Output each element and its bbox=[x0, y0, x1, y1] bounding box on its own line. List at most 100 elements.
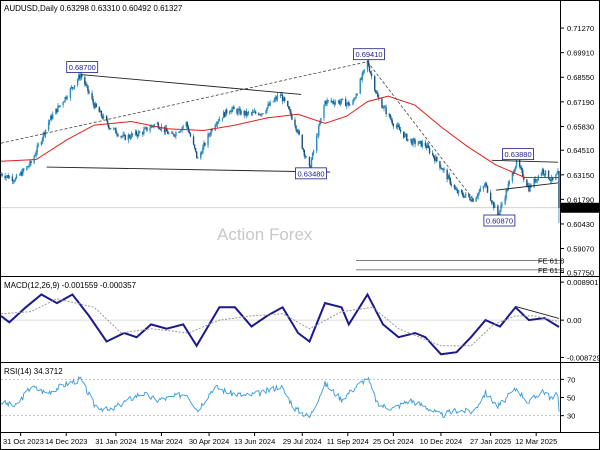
candle-body bbox=[209, 134, 211, 136]
candle-body bbox=[106, 120, 109, 125]
candle bbox=[221, 117, 224, 122]
candle bbox=[214, 123, 216, 132]
candle-body bbox=[291, 115, 293, 120]
candle bbox=[478, 188, 480, 196]
candle bbox=[556, 171, 558, 176]
y-tick-label: 0.64510 bbox=[567, 146, 594, 155]
candle bbox=[34, 152, 36, 157]
candle bbox=[71, 86, 74, 91]
candle bbox=[157, 121, 160, 130]
price-annotation-box bbox=[66, 61, 99, 73]
candle-body bbox=[37, 144, 39, 146]
candle bbox=[236, 108, 238, 116]
candle-body bbox=[361, 73, 363, 80]
candle-body bbox=[478, 191, 480, 194]
candle bbox=[204, 141, 206, 147]
candle-body bbox=[200, 152, 202, 159]
candle bbox=[431, 150, 434, 157]
y-tick-label: 0.60430 bbox=[567, 220, 594, 229]
candle-body bbox=[384, 106, 386, 108]
candle bbox=[258, 112, 260, 116]
candle-body bbox=[129, 137, 132, 139]
candle-body bbox=[460, 190, 463, 193]
candle-body bbox=[558, 170, 560, 208]
candle-body bbox=[457, 190, 460, 194]
candle bbox=[268, 102, 270, 106]
candle-body bbox=[301, 134, 303, 149]
candle bbox=[128, 133, 131, 139]
candle-body bbox=[508, 180, 510, 185]
candle bbox=[216, 121, 219, 128]
candle bbox=[207, 132, 209, 149]
candle-body bbox=[260, 114, 262, 116]
candle-body bbox=[424, 142, 427, 146]
candle bbox=[388, 112, 390, 118]
candle-body bbox=[139, 131, 141, 133]
candle-body bbox=[447, 175, 449, 180]
candle bbox=[514, 166, 517, 172]
candle-body bbox=[281, 95, 284, 102]
candle bbox=[490, 199, 493, 206]
price-annotation-label: 0.63880 bbox=[505, 150, 532, 159]
candle bbox=[385, 104, 387, 117]
candle-body bbox=[63, 101, 65, 103]
dashed-trendline bbox=[367, 61, 474, 200]
candle-body bbox=[464, 195, 466, 198]
candle-body bbox=[283, 97, 286, 101]
candle-body bbox=[221, 117, 224, 120]
candle bbox=[529, 183, 531, 192]
candle-body bbox=[265, 111, 267, 114]
y-tick-label: 0.67190 bbox=[567, 98, 594, 107]
candle bbox=[276, 92, 279, 102]
candle-body bbox=[381, 98, 383, 108]
trendline bbox=[80, 74, 302, 95]
candle bbox=[250, 111, 253, 116]
candle-body bbox=[110, 128, 112, 130]
candle-body bbox=[261, 113, 263, 115]
price-annotation-label: 0.68700 bbox=[69, 63, 96, 72]
candle bbox=[298, 129, 300, 136]
candle bbox=[165, 124, 168, 132]
candle-body bbox=[505, 189, 507, 198]
candle bbox=[443, 167, 445, 173]
candle-body bbox=[173, 133, 175, 136]
candle-body bbox=[506, 189, 508, 191]
x-tick-label: 31 Jan 2024 bbox=[95, 437, 136, 446]
grid-layer bbox=[1, 207, 560, 417]
candle-body bbox=[193, 144, 196, 149]
candle-body bbox=[515, 158, 518, 167]
candle-body bbox=[475, 197, 477, 202]
candle bbox=[252, 110, 255, 113]
candle bbox=[123, 131, 125, 137]
candle-body bbox=[152, 126, 154, 127]
candle bbox=[232, 106, 234, 113]
candle-body bbox=[407, 139, 409, 141]
candle bbox=[30, 159, 32, 166]
candle-body bbox=[218, 119, 221, 122]
candle-body bbox=[7, 175, 9, 179]
candle-body bbox=[203, 142, 205, 147]
candle bbox=[8, 175, 10, 179]
candle-body bbox=[434, 157, 436, 162]
candle-body bbox=[325, 101, 327, 104]
candle-body bbox=[309, 165, 312, 168]
price-annotation-label: 0.69410 bbox=[355, 50, 382, 59]
candle bbox=[325, 100, 327, 106]
candle bbox=[434, 155, 436, 164]
candle-body bbox=[388, 114, 390, 115]
candle-body bbox=[411, 140, 413, 145]
candle bbox=[464, 195, 466, 199]
candle-body bbox=[117, 134, 119, 137]
candle-body bbox=[382, 107, 384, 109]
candle-body bbox=[528, 185, 530, 192]
candle-body bbox=[544, 170, 547, 176]
candle bbox=[127, 133, 130, 144]
candle-body bbox=[461, 192, 464, 196]
candle bbox=[295, 124, 297, 132]
candle bbox=[320, 117, 322, 125]
candle-body bbox=[95, 103, 97, 108]
main-header: AUDUSD,Daily 0.63298 0.63310 0.60492 0.6… bbox=[4, 4, 183, 13]
candle bbox=[72, 87, 75, 89]
candle bbox=[265, 109, 267, 115]
candle bbox=[352, 99, 354, 106]
